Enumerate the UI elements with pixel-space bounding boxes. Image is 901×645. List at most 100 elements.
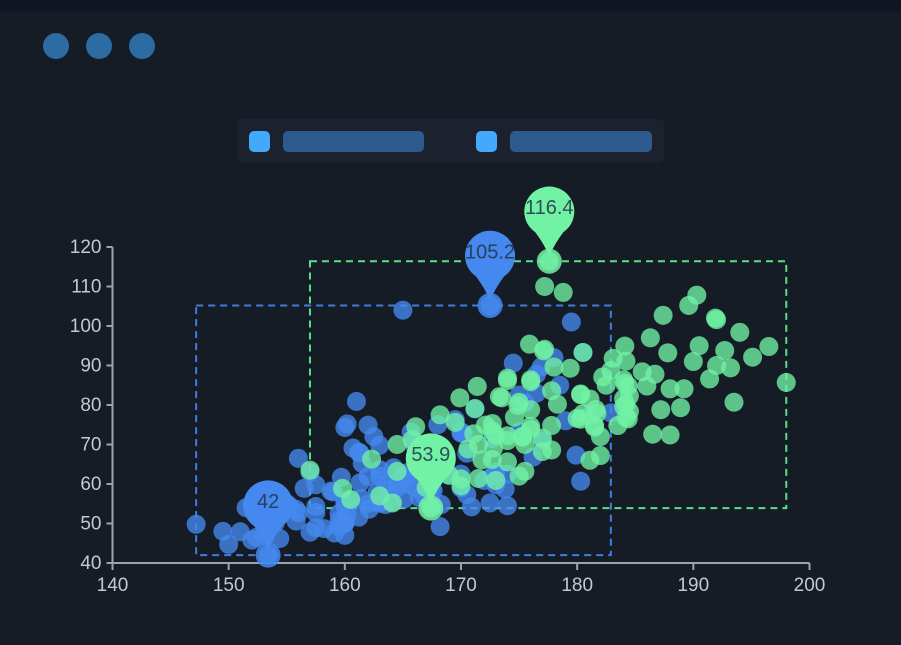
markpoint-label: 116.4 bbox=[525, 197, 574, 219]
y-tick-label: 40 bbox=[80, 553, 101, 574]
scatter-point bbox=[306, 502, 326, 522]
x-tick-label: 140 bbox=[97, 575, 129, 596]
scatter-point bbox=[547, 394, 567, 414]
x-tick-label: 190 bbox=[677, 575, 709, 596]
markpoint-label: 42 bbox=[257, 491, 279, 513]
scatter-point bbox=[362, 449, 382, 469]
scatter-point bbox=[430, 405, 450, 425]
scatter-point bbox=[618, 376, 638, 396]
x-tick-label: 160 bbox=[329, 575, 361, 596]
window-control-dot-3[interactable] bbox=[129, 33, 155, 59]
scatter-point bbox=[580, 450, 600, 470]
scatter-point bbox=[521, 370, 541, 390]
markpoint-label: 53.9 bbox=[411, 444, 450, 466]
scatter-point bbox=[333, 478, 353, 498]
scatter-point bbox=[472, 450, 492, 470]
scatter-point bbox=[484, 438, 504, 458]
scatter-point bbox=[724, 392, 744, 412]
scatter-point bbox=[230, 522, 250, 542]
scatter-point bbox=[700, 369, 720, 389]
scatter-point bbox=[730, 322, 750, 342]
scatter-point bbox=[486, 470, 506, 490]
scatter-point bbox=[364, 427, 384, 447]
x-tick-label: 200 bbox=[794, 575, 826, 596]
markpoint-dot bbox=[536, 248, 562, 274]
legend-label-placeholder-1 bbox=[283, 130, 424, 152]
scatter-point bbox=[480, 493, 500, 513]
scatter-point bbox=[497, 496, 517, 516]
scatter-point bbox=[618, 409, 638, 429]
markpoint-label: 105.2 bbox=[465, 241, 515, 263]
markpoint-pin[interactable] bbox=[524, 186, 575, 257]
scatter-point bbox=[759, 337, 779, 357]
scatter-point bbox=[640, 328, 660, 348]
y-tick-label: 70 bbox=[80, 435, 101, 456]
scatter-point bbox=[329, 504, 349, 524]
markpoint-pin[interactable] bbox=[405, 433, 456, 504]
series-bounds-box bbox=[308, 260, 788, 510]
scatter-point bbox=[683, 352, 703, 372]
scatter-point bbox=[406, 417, 426, 437]
scatter-point bbox=[387, 461, 407, 481]
scatter-point bbox=[186, 514, 206, 534]
scatter-point bbox=[504, 407, 524, 427]
scatter-point bbox=[596, 375, 616, 395]
chart-legend bbox=[237, 119, 664, 163]
scatter-point bbox=[573, 342, 593, 362]
scatter-point bbox=[497, 426, 517, 446]
markpoint-pin[interactable] bbox=[465, 230, 516, 301]
scatter-point bbox=[489, 387, 509, 407]
scatter-point bbox=[294, 478, 314, 498]
scatter-point bbox=[560, 358, 580, 378]
window-controls bbox=[43, 33, 155, 59]
scatter-point bbox=[393, 300, 413, 320]
y-tick-label: 50 bbox=[80, 514, 101, 535]
scatter-point bbox=[464, 424, 484, 444]
scatter-point bbox=[465, 399, 485, 419]
scatter-point bbox=[535, 277, 555, 296]
markpoint-dot bbox=[477, 292, 503, 318]
scatter-point bbox=[520, 334, 540, 354]
y-tick-label: 80 bbox=[80, 395, 101, 416]
markpoint-pin[interactable] bbox=[243, 480, 294, 551]
window-control-dot-2[interactable] bbox=[86, 33, 112, 59]
scatter-point bbox=[587, 403, 607, 423]
scatter-point bbox=[314, 519, 334, 539]
legend-swatch-1-icon bbox=[249, 130, 270, 152]
scatter-point bbox=[674, 379, 694, 399]
scatter-point bbox=[653, 305, 673, 325]
window-control-dot-1[interactable] bbox=[43, 33, 69, 59]
scatter-point bbox=[603, 348, 623, 368]
scatter-point bbox=[643, 424, 663, 444]
scatter-point bbox=[544, 357, 564, 377]
scatter-point bbox=[286, 511, 306, 531]
scatter-point bbox=[571, 409, 591, 429]
legend-swatch-2-icon bbox=[476, 130, 497, 152]
scatter-point bbox=[346, 391, 366, 411]
scatter-point bbox=[615, 336, 635, 356]
scatter-point bbox=[370, 486, 390, 506]
axes: 40 50 60 70 80 90 100 110 120 140 150 160 170 180 190 2… bbox=[70, 237, 826, 596]
scatter-point bbox=[515, 461, 535, 481]
x-tick-label: 170 bbox=[445, 575, 477, 596]
scatter-point bbox=[468, 468, 488, 488]
x-tick-label: 150 bbox=[213, 575, 245, 596]
scatter-point bbox=[571, 471, 591, 491]
scatter-point bbox=[503, 353, 523, 373]
scatter-point bbox=[532, 442, 552, 462]
scatter-point bbox=[521, 419, 541, 439]
scatter-point bbox=[482, 414, 502, 434]
scatter-point bbox=[553, 282, 573, 302]
markpoint-dot bbox=[255, 542, 281, 568]
scatter-point bbox=[658, 343, 678, 363]
scatter-point bbox=[497, 368, 517, 388]
scatter-point bbox=[689, 336, 709, 356]
scatter-point bbox=[743, 347, 763, 367]
scatter-point bbox=[288, 448, 308, 468]
scatter-point bbox=[335, 418, 355, 438]
y-tick-label: 90 bbox=[80, 356, 101, 377]
legend-item-1[interactable] bbox=[249, 130, 424, 152]
legend-item-2[interactable] bbox=[476, 130, 652, 152]
scatter-point bbox=[300, 460, 320, 480]
